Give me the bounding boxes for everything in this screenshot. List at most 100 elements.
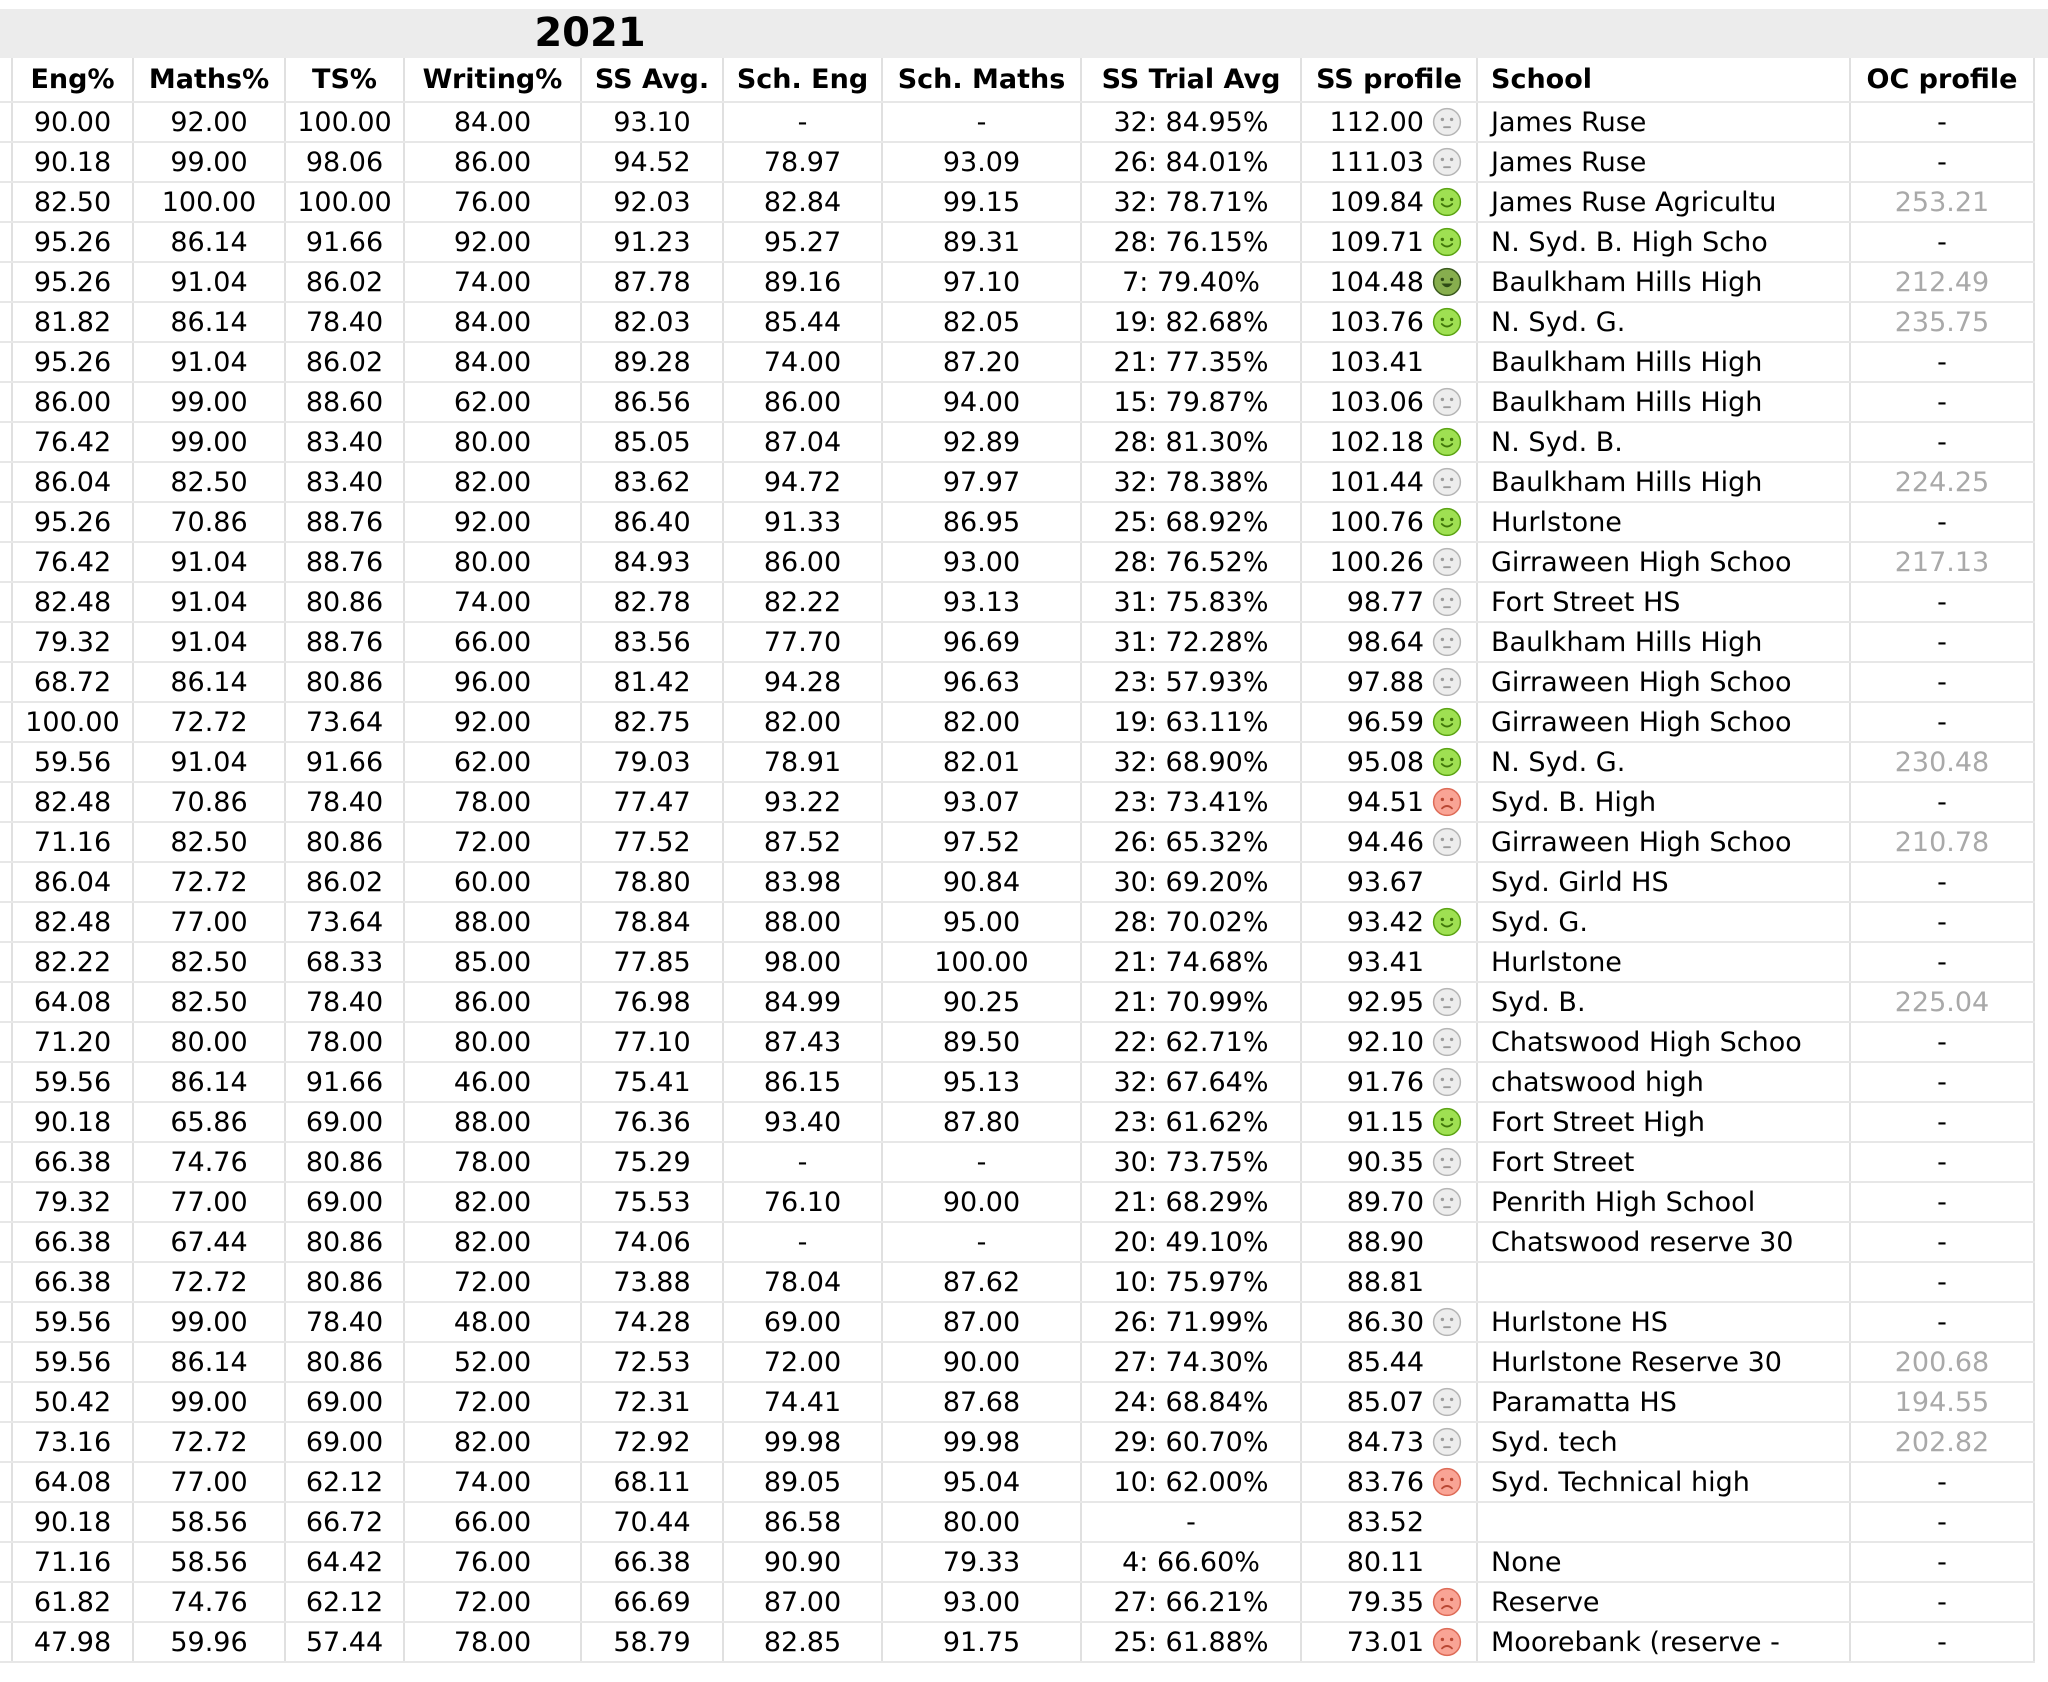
cell-sch-maths[interactable]: 91.75 <box>882 1622 1082 1663</box>
cell-writing[interactable]: 66.00 <box>404 622 582 663</box>
cell-eng[interactable]: 95.26 <box>12 222 134 263</box>
cell-sch-maths[interactable]: - <box>882 102 1082 143</box>
cell-ts[interactable]: 78.40 <box>285 302 405 343</box>
cell-ts[interactable]: 80.86 <box>285 1142 405 1183</box>
cell-ss-trial-avg[interactable]: 28: 70.02% <box>1081 902 1302 943</box>
cell-sch-maths[interactable]: 87.20 <box>882 342 1082 383</box>
cell-ts[interactable]: 83.40 <box>285 462 405 503</box>
cell-sch-eng[interactable]: 86.15 <box>723 1062 883 1103</box>
col-header-ts[interactable]: TS% <box>285 58 405 103</box>
cell-ts[interactable]: 91.66 <box>285 222 405 263</box>
cell-ss-profile[interactable]: 83.52 <box>1301 1502 1478 1543</box>
cell-sch-maths[interactable]: 96.63 <box>882 662 1082 703</box>
cell-ts[interactable]: 68.33 <box>285 942 405 983</box>
cell-ss-profile[interactable]: 84.73 <box>1301 1422 1478 1463</box>
cell-ss-avg[interactable]: 83.62 <box>581 462 724 503</box>
cell-ss-profile[interactable]: 109.71 <box>1301 222 1478 263</box>
cell-oc-profile[interactable]: - <box>1850 662 2035 703</box>
cell-ss-trial-avg[interactable]: 23: 73.41% <box>1081 782 1302 823</box>
cell-ss-avg[interactable]: 75.29 <box>581 1142 724 1183</box>
cell-oc-profile[interactable]: - <box>1850 1502 2035 1543</box>
cell-school[interactable]: None <box>1477 1542 1851 1583</box>
cell-sch-maths[interactable]: 90.00 <box>882 1182 1082 1223</box>
cell-ss-trial-avg[interactable]: 24: 68.84% <box>1081 1382 1302 1423</box>
cell-ss-avg[interactable]: 68.11 <box>581 1462 724 1503</box>
cell-ss-avg[interactable]: 75.41 <box>581 1062 724 1103</box>
cell-sch-eng[interactable]: 78.04 <box>723 1262 883 1303</box>
cell-sch-maths[interactable]: - <box>882 1222 1082 1263</box>
cell-oc-profile[interactable]: - <box>1850 502 2035 543</box>
cell-ss-profile[interactable]: 80.11 <box>1301 1542 1478 1583</box>
cell-sch-eng[interactable]: 89.05 <box>723 1462 883 1503</box>
cell-ss-avg[interactable]: 81.42 <box>581 662 724 703</box>
cell-ss-trial-avg[interactable]: 28: 76.52% <box>1081 542 1302 583</box>
cell-sch-maths[interactable]: 79.33 <box>882 1542 1082 1583</box>
cell-ss-trial-avg[interactable]: 10: 75.97% <box>1081 1262 1302 1303</box>
cell-eng[interactable]: 95.26 <box>12 502 134 543</box>
cell-oc-profile[interactable]: - <box>1850 1182 2035 1223</box>
cell-oc-profile[interactable]: 225.04 <box>1850 982 2035 1023</box>
cell-sch-eng[interactable]: 94.72 <box>723 462 883 503</box>
cell-ts[interactable]: 78.00 <box>285 1022 405 1063</box>
cell-oc-profile[interactable]: 210.78 <box>1850 822 2035 863</box>
cell-writing[interactable]: 46.00 <box>404 1062 582 1103</box>
cell-school[interactable]: Syd. tech <box>1477 1422 1851 1463</box>
col-header-ss-avg[interactable]: SS Avg. <box>581 58 724 103</box>
cell-sch-maths[interactable]: 87.68 <box>882 1382 1082 1423</box>
cell-ss-avg[interactable]: 75.53 <box>581 1182 724 1223</box>
col-header-writing[interactable]: Writing% <box>404 58 582 103</box>
cell-sch-eng[interactable]: 99.98 <box>723 1422 883 1463</box>
cell-eng[interactable]: 50.42 <box>12 1382 134 1423</box>
cell-school[interactable]: Paramatta HS <box>1477 1382 1851 1423</box>
cell-ss-profile[interactable]: 111.03 <box>1301 142 1478 183</box>
cell-oc-profile[interactable]: - <box>1850 582 2035 623</box>
cell-ss-profile[interactable]: 91.15 <box>1301 1102 1478 1143</box>
cell-school[interactable]: N. Syd. G. <box>1477 302 1851 343</box>
cell-sch-maths[interactable]: 93.00 <box>882 542 1082 583</box>
cell-school[interactable] <box>1477 1502 1851 1543</box>
col-header-maths[interactable]: Maths% <box>133 58 286 103</box>
cell-eng[interactable]: 59.56 <box>12 1062 134 1103</box>
cell-ts[interactable]: 64.42 <box>285 1542 405 1583</box>
cell-sch-eng[interactable]: 93.40 <box>723 1102 883 1143</box>
cell-writing[interactable]: 82.00 <box>404 1182 582 1223</box>
cell-ss-profile[interactable]: 98.77 <box>1301 582 1478 623</box>
cell-oc-profile[interactable]: - <box>1850 1302 2035 1343</box>
cell-ss-trial-avg[interactable]: 21: 68.29% <box>1081 1182 1302 1223</box>
cell-maths[interactable]: 86.14 <box>133 222 286 263</box>
cell-school[interactable]: James Ruse <box>1477 102 1851 143</box>
cell-oc-profile[interactable]: - <box>1850 102 2035 143</box>
cell-ss-profile[interactable]: 89.70 <box>1301 1182 1478 1223</box>
cell-eng[interactable]: 90.00 <box>12 102 134 143</box>
cell-school[interactable]: N. Syd. G. <box>1477 742 1851 783</box>
cell-sch-eng[interactable]: 87.52 <box>723 822 883 863</box>
cell-sch-eng[interactable]: 69.00 <box>723 1302 883 1343</box>
cell-eng[interactable]: 71.20 <box>12 1022 134 1063</box>
cell-school[interactable]: Hurlstone <box>1477 502 1851 543</box>
cell-ss-profile[interactable]: 100.26 <box>1301 542 1478 583</box>
cell-oc-profile[interactable]: - <box>1850 942 2035 983</box>
cell-sch-eng[interactable]: 98.00 <box>723 942 883 983</box>
col-header-ss-profile[interactable]: SS profile <box>1301 58 1478 103</box>
cell-ts[interactable]: 78.40 <box>285 1302 405 1343</box>
cell-writing[interactable]: 72.00 <box>404 1262 582 1303</box>
cell-eng[interactable]: 47.98 <box>12 1622 134 1663</box>
cell-school[interactable]: Chatswood reserve 30 <box>1477 1222 1851 1263</box>
cell-writing[interactable]: 60.00 <box>404 862 582 903</box>
cell-maths[interactable]: 74.76 <box>133 1582 286 1623</box>
cell-writing[interactable]: 88.00 <box>404 1102 582 1143</box>
cell-eng[interactable]: 82.50 <box>12 182 134 223</box>
cell-eng[interactable]: 81.82 <box>12 302 134 343</box>
cell-maths[interactable]: 77.00 <box>133 902 286 943</box>
cell-sch-eng[interactable]: 76.10 <box>723 1182 883 1223</box>
cell-maths[interactable]: 91.04 <box>133 582 286 623</box>
cell-ts[interactable]: 69.00 <box>285 1382 405 1423</box>
cell-ts[interactable]: 73.64 <box>285 702 405 743</box>
cell-eng[interactable]: 71.16 <box>12 822 134 863</box>
cell-oc-profile[interactable]: - <box>1850 1582 2035 1623</box>
cell-writing[interactable]: 84.00 <box>404 102 582 143</box>
cell-writing[interactable]: 72.00 <box>404 1382 582 1423</box>
cell-school[interactable]: Chatswood High Schoo <box>1477 1022 1851 1063</box>
cell-oc-profile[interactable]: - <box>1850 382 2035 423</box>
cell-sch-maths[interactable]: 87.62 <box>882 1262 1082 1303</box>
